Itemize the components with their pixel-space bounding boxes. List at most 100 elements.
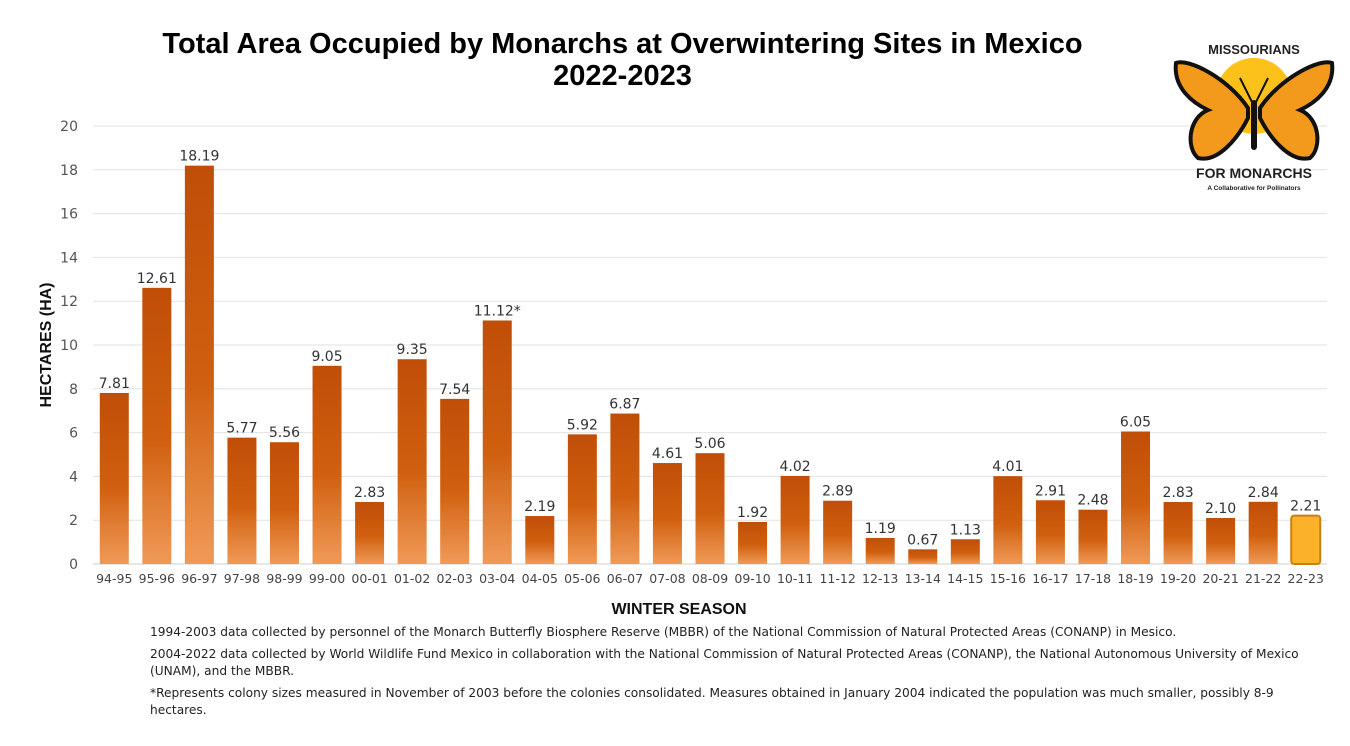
data-label: 5.06 [694, 436, 725, 452]
y-tick-label: 6 [69, 426, 78, 442]
bar-00-01 [355, 502, 385, 564]
x-tick-label: 17-18 [1075, 571, 1111, 586]
data-label: 6.05 [1120, 415, 1151, 431]
data-label: 2.91 [1035, 483, 1066, 499]
bar-05-06 [567, 434, 597, 564]
data-labels: 7.81 12.61 18.19 5.77 5.56 9.05 2.83 9.35 7.54 11… [99, 149, 1322, 549]
data-label: 4.61 [652, 446, 683, 462]
bar-08-09 [695, 453, 725, 564]
bar-97-98 [227, 437, 257, 564]
y-tick-label: 16 [60, 207, 78, 223]
bar-18-19 [1121, 431, 1151, 564]
x-tick-label: 02-03 [437, 571, 473, 586]
x-axis-label: WINTER SEASON [611, 601, 746, 618]
x-tick-label: 04-05 [522, 571, 558, 586]
x-tick-label: 14-15 [947, 571, 983, 586]
data-label: 2.89 [822, 484, 853, 500]
bar-03-04 [482, 320, 512, 564]
x-tick-label: 06-07 [607, 571, 643, 586]
data-label: 4.01 [992, 459, 1023, 475]
y-axis-label: HECTARES (HA) [38, 282, 55, 407]
bar-99-00 [312, 365, 342, 564]
bar-06-07 [610, 413, 640, 564]
footnotes: 1994-2003 data collected by personnel of… [150, 624, 1300, 724]
x-tick-label: 05-06 [564, 571, 600, 586]
data-label: 9.35 [397, 342, 428, 358]
data-label: 7.54 [439, 382, 470, 398]
bar-22-23 [1290, 514, 1322, 566]
x-tick-label: 12-13 [862, 571, 898, 586]
bar-21-22 [1248, 501, 1278, 564]
data-label: 2.83 [354, 485, 385, 501]
x-tick-label: 11-12 [819, 571, 855, 586]
bar-12-13 [865, 537, 895, 564]
x-tick-label: 22-23 [1288, 571, 1324, 586]
data-label: 2.48 [1077, 493, 1108, 509]
y-tick-label: 12 [60, 294, 78, 310]
bar-14-15 [950, 539, 980, 564]
logo-main-text: FOR MONARCHS [1196, 165, 1312, 181]
bar-11-12 [823, 500, 853, 564]
y-tick-label: 4 [69, 469, 78, 485]
x-tick-label: 07-08 [649, 571, 685, 586]
bar-09-10 [738, 521, 768, 564]
x-tick-label: 15-16 [990, 571, 1026, 586]
x-tick-label: 94-95 [96, 571, 132, 586]
y-tick-label: 14 [60, 250, 78, 266]
bar-13-14 [908, 549, 938, 564]
svg-text:MISSOURIANS: MISSOURIANS [1208, 42, 1300, 57]
y-tick-label: 0 [69, 557, 78, 573]
y-tick-label: 10 [60, 338, 78, 354]
data-label: 11.12* [474, 303, 521, 319]
x-tick-label: 13-14 [905, 571, 941, 586]
y-tick-label: 2 [69, 513, 78, 529]
data-label: 12.61 [137, 271, 177, 287]
data-label: 1.92 [737, 505, 768, 521]
footnote: *Represents colony sizes measured in Nov… [150, 686, 1274, 717]
data-label: 1.19 [865, 521, 896, 537]
x-tick-label: 96-97 [181, 571, 217, 586]
x-tick-label: 09-10 [734, 571, 770, 586]
bar-07-08 [652, 463, 682, 564]
y-tick-label: 18 [60, 163, 78, 179]
bar-94-95 [99, 392, 129, 564]
bar-98-99 [269, 442, 299, 564]
title-line: Total Area Occupied by Monarchs at Overw… [162, 28, 1083, 60]
data-label: 18.19 [179, 149, 219, 165]
bar-16-17 [1035, 500, 1065, 564]
data-label: 2.84 [1248, 485, 1279, 501]
y-axis-ticks: 0 2 4 6 8 10 12 14 16 18 20 [60, 119, 78, 573]
chart-title: Total Area Occupied by Monarchs at Overw… [60, 28, 1185, 92]
x-tick-label: 18-19 [1117, 571, 1153, 586]
x-tick-label: 08-09 [692, 571, 728, 586]
bar-15-16 [993, 476, 1023, 564]
x-tick-label: 20-21 [1202, 571, 1238, 586]
bar-20-21 [1206, 518, 1236, 564]
footnote: 2004-2022 data collected by World Wildli… [150, 647, 1299, 678]
x-tick-label: 98-99 [266, 571, 302, 586]
data-label: 7.81 [99, 376, 130, 392]
data-label: 5.92 [567, 417, 598, 433]
bar-02-03 [440, 398, 470, 564]
data-label: 1.13 [950, 522, 981, 538]
x-tick-label: 16-17 [1032, 571, 1068, 586]
data-label: 5.56 [269, 425, 300, 441]
data-label: 0.67 [907, 532, 938, 548]
x-tick-label: 95-96 [139, 571, 175, 586]
bar-96-97 [184, 165, 214, 565]
data-label: 2.10 [1205, 501, 1236, 517]
bars [99, 165, 1322, 566]
x-tick-label: 19-20 [1160, 571, 1196, 586]
x-tick-label: 97-98 [224, 571, 260, 586]
x-tick-label: 10-11 [777, 571, 813, 586]
bar-95-96 [142, 287, 172, 564]
x-axis-ticks: 94-95 95-96 96-97 97-98 98-99 99-00 00-01 01-02… [96, 571, 1324, 586]
bar-01-02 [397, 359, 427, 564]
data-label: 5.77 [226, 421, 257, 437]
data-label: 9.05 [311, 349, 342, 365]
y-tick-label: 8 [69, 382, 78, 398]
data-label: 2.83 [1162, 485, 1193, 501]
y-tick-label: 20 [60, 119, 78, 135]
bar-10-11 [780, 475, 810, 564]
